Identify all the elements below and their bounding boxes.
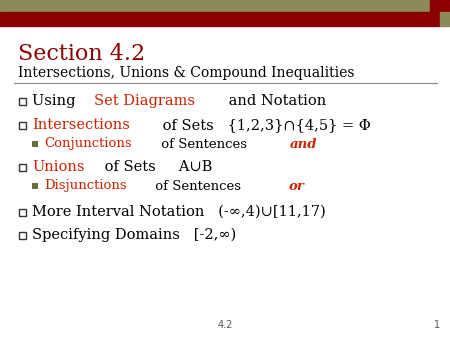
Text: of Sentences: of Sentences [157,138,260,150]
Text: of Sets     A∪B: of Sets A∪B [100,160,212,174]
Bar [18,121,26,128]
Text: Using: Using [32,94,80,108]
Text: of Sets   {1,2,3}∩{4,5} = Φ: of Sets {1,2,3}∩{4,5} = Φ [158,118,371,132]
Text: and Notation: and Notation [225,94,327,108]
Bar [32,141,38,147]
Text: Intersections: Intersections [32,118,130,132]
Text: Unions: Unions [32,160,85,174]
Text: More Interval Notation   (-∞,4)∪[11,17): More Interval Notation (-∞,4)∪[11,17) [32,205,326,219]
Text: Disjunctions: Disjunctions [44,179,126,193]
Text: 1: 1 [434,320,440,330]
Text: Specifying Domains   [-2,∞): Specifying Domains [-2,∞) [32,228,236,242]
Bar [440,12,450,26]
Bar [0,0,430,12]
Text: or: or [289,179,305,193]
Bar [32,183,38,189]
Bar [0,12,440,26]
Bar [18,232,26,239]
Bar [18,164,26,170]
Bar [18,97,26,104]
Text: Intersections, Unions & Compound Inequalities: Intersections, Unions & Compound Inequal… [18,66,355,80]
Text: Section 4.2: Section 4.2 [18,43,145,65]
Text: Conjunctions: Conjunctions [44,138,131,150]
Text: and: and [290,138,317,150]
Bar [18,209,26,216]
Text: Set Diagrams: Set Diagrams [94,94,195,108]
Text: of Sentences: of Sentences [151,179,257,193]
Bar [430,0,450,12]
Text: 4.2: 4.2 [217,320,233,330]
